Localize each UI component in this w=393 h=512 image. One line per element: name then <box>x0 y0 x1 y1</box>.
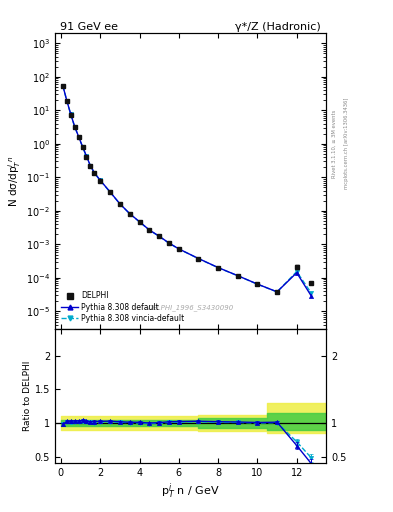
Text: γ*/Z (Hadronic): γ*/Z (Hadronic) <box>235 22 321 32</box>
X-axis label: p$_T^i$ n / GeV: p$_T^i$ n / GeV <box>161 481 220 501</box>
Text: Rivet 3.1.10, ≥ 3M events: Rivet 3.1.10, ≥ 3M events <box>332 109 337 178</box>
Y-axis label: Ratio to DELPHI: Ratio to DELPHI <box>23 361 32 431</box>
Text: 91 GeV ee: 91 GeV ee <box>61 22 118 32</box>
Y-axis label: N dσ/dp$_T^i$$^n$: N dσ/dp$_T^i$$^n$ <box>6 155 23 207</box>
Legend: DELPHI, Pythia 8.308 default, Pythia 8.308 vincia-default: DELPHI, Pythia 8.308 default, Pythia 8.3… <box>59 289 187 325</box>
Text: DELPHI_1996_S3430090: DELPHI_1996_S3430090 <box>147 305 234 311</box>
Text: mcplots.cern.ch [arXiv:1306.3436]: mcplots.cern.ch [arXiv:1306.3436] <box>344 98 349 189</box>
